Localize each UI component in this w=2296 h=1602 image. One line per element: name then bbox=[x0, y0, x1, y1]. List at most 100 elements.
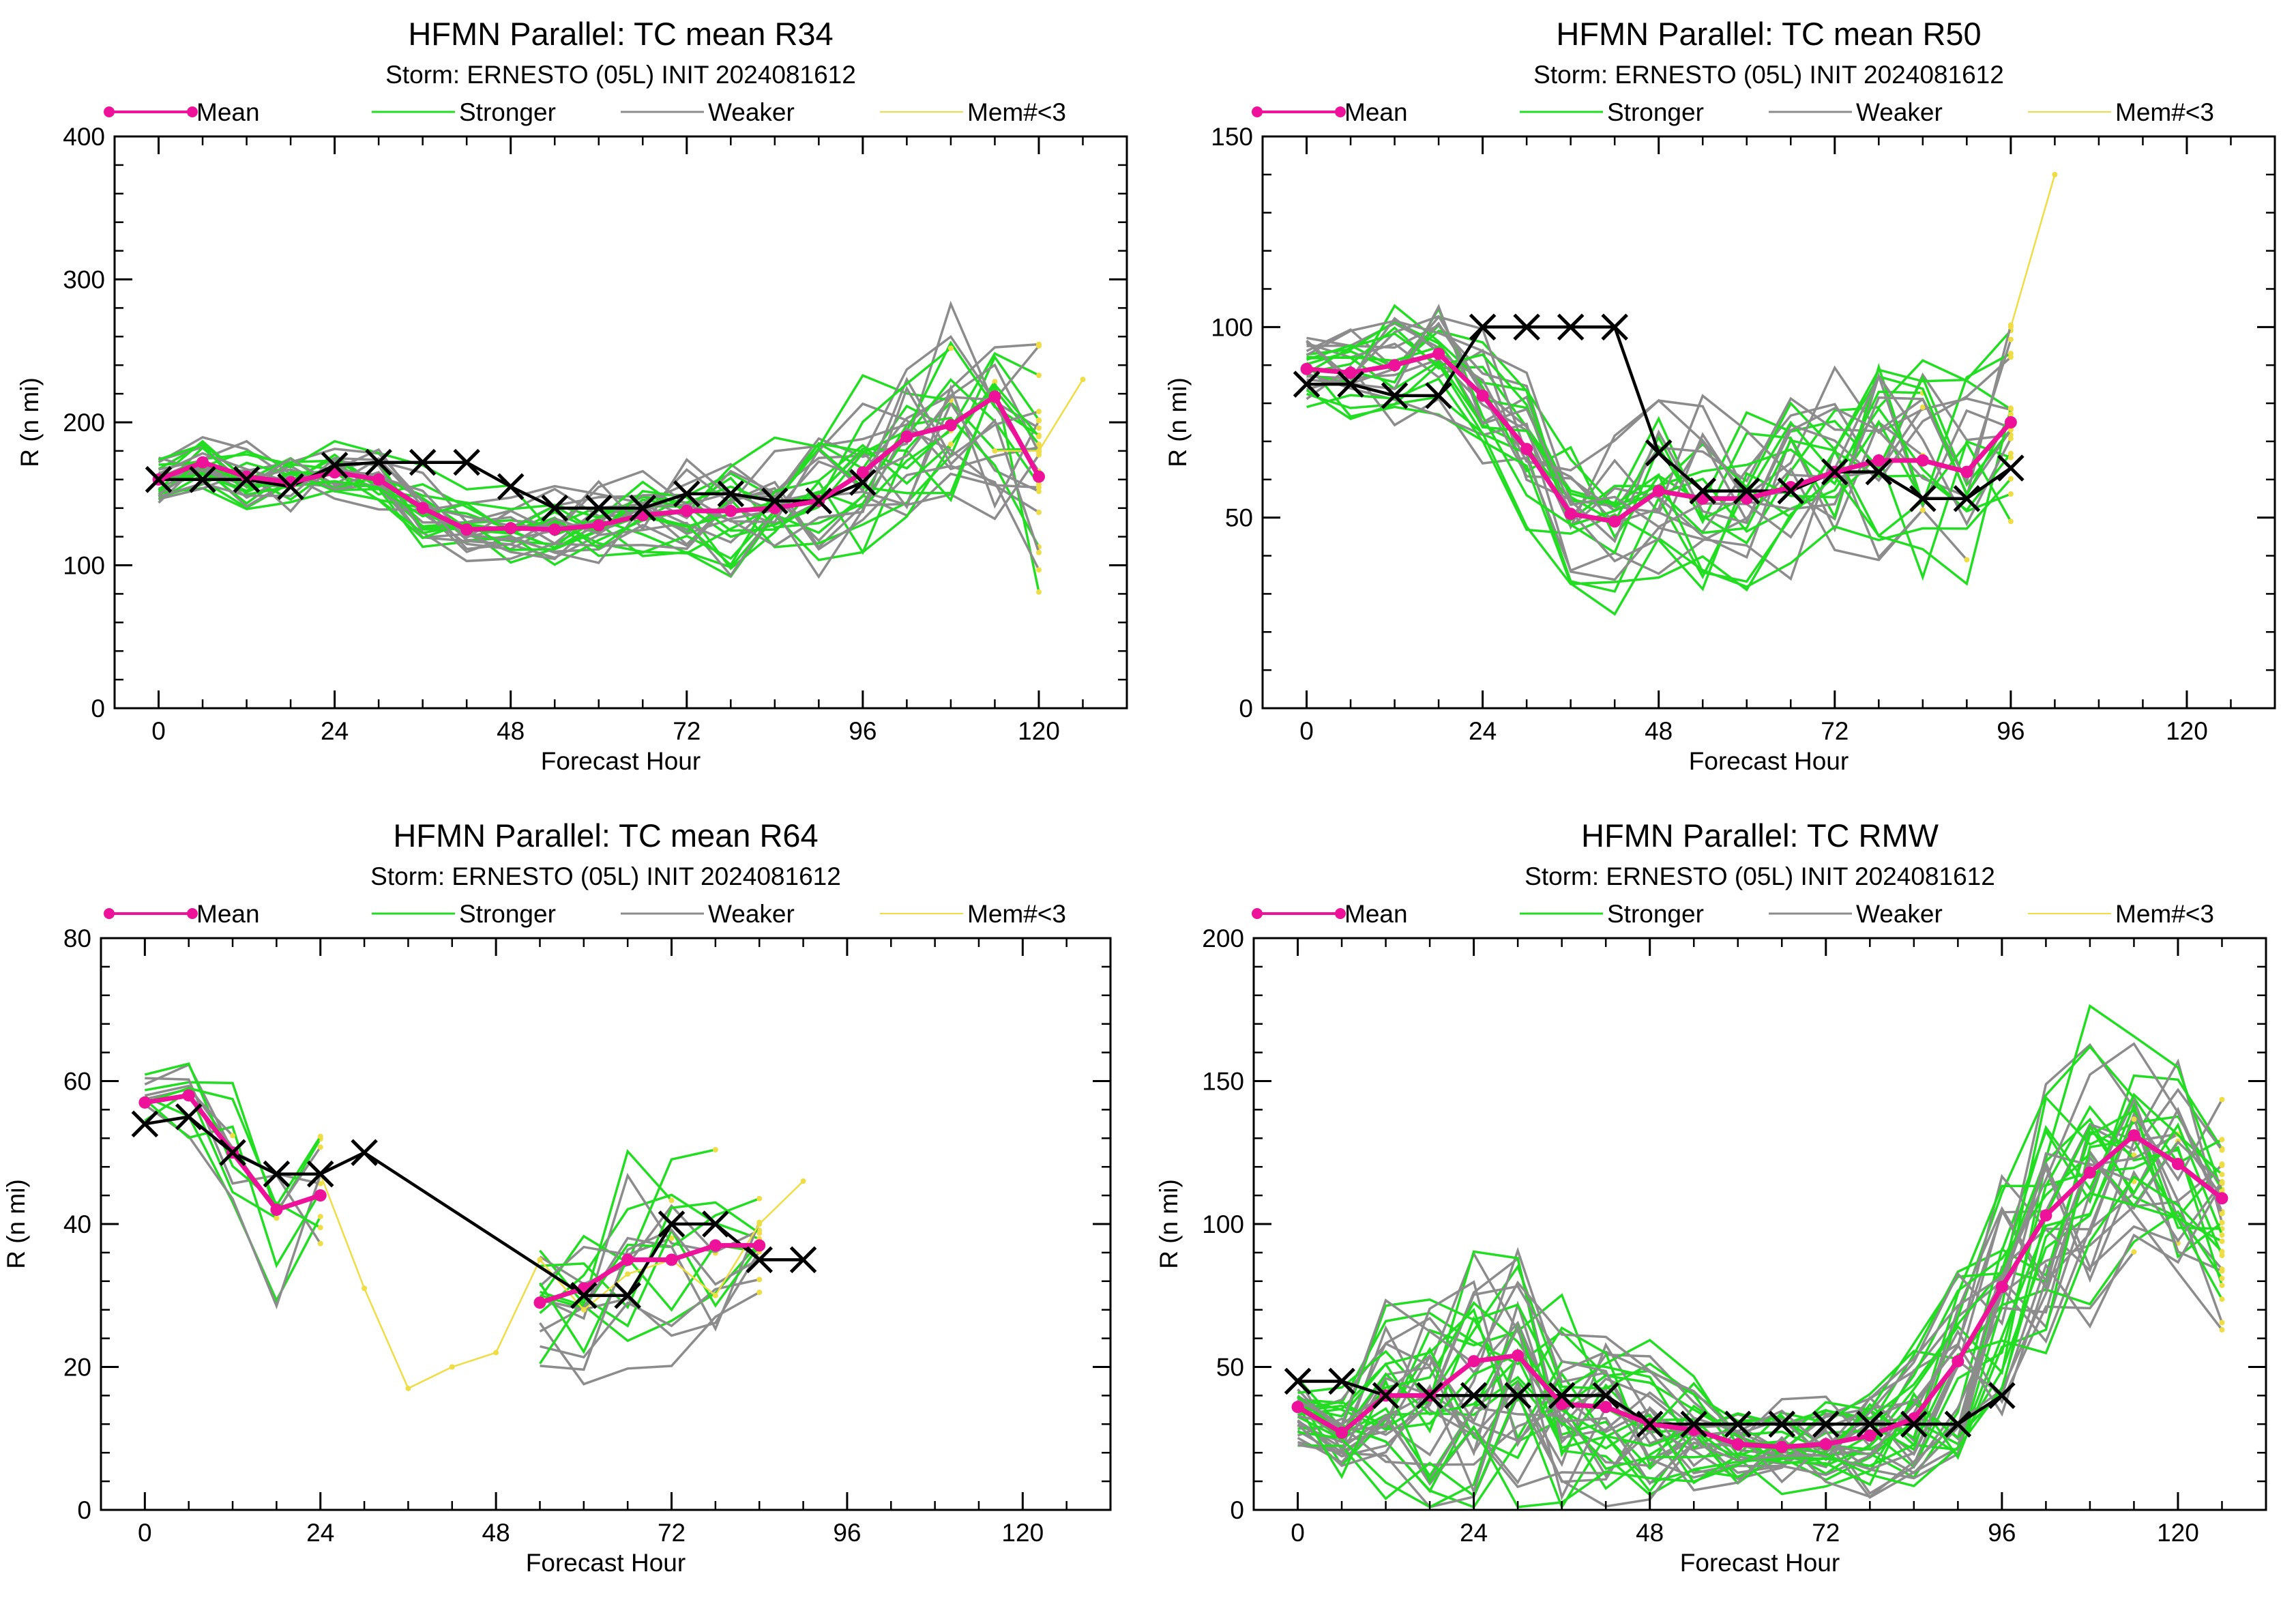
best-track-marker bbox=[541, 494, 568, 522]
legend-item-2: Stronger bbox=[1520, 900, 1704, 928]
x-tick-label: 24 bbox=[1460, 1519, 1488, 1547]
y-tick-label: 200 bbox=[63, 409, 105, 437]
x-tick-label: 48 bbox=[497, 717, 525, 745]
stronger-member-line bbox=[539, 1193, 760, 1314]
weaker-member-line bbox=[1297, 1042, 2224, 1451]
y-tick-label: 50 bbox=[1216, 1354, 1244, 1382]
weaker-member-line bbox=[1297, 1088, 2223, 1468]
best-track-marker bbox=[614, 1281, 641, 1309]
best-track-marker bbox=[263, 1160, 291, 1188]
y-tick-label: 0 bbox=[1230, 1496, 1244, 1524]
best-track-marker bbox=[365, 448, 392, 476]
stronger-member-line bbox=[144, 1098, 322, 1268]
best-track-marker bbox=[1513, 313, 1540, 341]
member-end-point bbox=[2007, 476, 2014, 482]
best-track-marker bbox=[145, 466, 173, 493]
best-track-marker bbox=[1372, 1382, 1400, 1410]
x-tick-label: 96 bbox=[1997, 717, 2025, 745]
member-end-point bbox=[756, 1230, 763, 1236]
mean-point bbox=[1520, 443, 1533, 456]
few-members-point bbox=[625, 1271, 631, 1277]
x-tick-label: 72 bbox=[673, 717, 701, 745]
weaker-member-line bbox=[1306, 358, 1924, 559]
mean-line-late bbox=[539, 1242, 760, 1305]
member-end-point bbox=[2219, 1096, 2225, 1103]
chart-title: HFMN Parallel: TC mean R50 bbox=[1556, 16, 1981, 52]
member-end-point bbox=[2007, 435, 2014, 441]
mean-point bbox=[314, 1189, 327, 1202]
mean-point bbox=[680, 504, 693, 517]
y-tick-label: 0 bbox=[77, 1496, 91, 1524]
member-end-point bbox=[2007, 519, 2014, 525]
member-end-point bbox=[2007, 405, 2014, 411]
x-tick-label: 120 bbox=[1018, 717, 1060, 745]
member-end-point bbox=[317, 1144, 323, 1150]
best-track-marker bbox=[1909, 484, 1937, 512]
stronger-member-line bbox=[1306, 345, 2012, 586]
mean-point bbox=[1952, 1355, 1964, 1368]
mean-point bbox=[533, 1296, 546, 1309]
legend-item-3: Weaker bbox=[1769, 98, 1943, 126]
best-track-marker bbox=[1900, 1410, 1928, 1438]
stronger-member-line bbox=[540, 1197, 760, 1310]
member-end-point bbox=[2219, 1275, 2225, 1281]
weaker-member-line bbox=[1297, 1140, 2223, 1501]
mean-point bbox=[1916, 454, 1929, 467]
legend-item-1: Mean bbox=[1252, 900, 1408, 928]
best-track-marker bbox=[189, 466, 216, 493]
y-axis-label: R (n mi) bbox=[1164, 377, 1192, 467]
member-end-point bbox=[1035, 549, 1042, 555]
legend-label: Stronger bbox=[459, 900, 556, 928]
mean-point bbox=[1652, 484, 1665, 497]
member-end-point bbox=[2219, 1282, 2225, 1288]
mean-point bbox=[196, 456, 209, 469]
best-track-marker bbox=[658, 1210, 686, 1238]
legend-marker bbox=[1252, 106, 1263, 117]
member-end-point bbox=[756, 1277, 763, 1283]
few-members-point bbox=[2007, 324, 2014, 330]
legend-item-2: Stronger bbox=[1520, 98, 1704, 126]
stronger-member-line bbox=[539, 1148, 673, 1307]
y-tick-label: 20 bbox=[63, 1354, 91, 1382]
best-track-marker bbox=[746, 1246, 773, 1274]
plot-area bbox=[131, 1062, 817, 1391]
y-axis-label: R (n mi) bbox=[2, 1179, 30, 1269]
legend-item-2: Stronger bbox=[372, 98, 556, 126]
best-track-marker bbox=[306, 1160, 334, 1188]
legend-marker bbox=[104, 106, 115, 117]
best-track-marker bbox=[849, 469, 877, 496]
mean-point bbox=[1476, 389, 1489, 402]
member-end-point bbox=[2007, 336, 2014, 343]
best-track-marker bbox=[1636, 1410, 1664, 1438]
few-members-point bbox=[992, 448, 998, 454]
few-members-point bbox=[756, 1221, 763, 1227]
plot-area bbox=[1284, 1004, 2228, 1510]
member-end-point bbox=[2131, 1116, 2137, 1122]
few-members-point bbox=[2052, 171, 2058, 177]
few-members-point bbox=[493, 1350, 499, 1356]
member-end-point bbox=[2219, 1137, 2225, 1143]
mean-point bbox=[548, 523, 561, 536]
y-axis-label: R (n mi) bbox=[1155, 1179, 1183, 1269]
x-tick-label: 24 bbox=[306, 1519, 334, 1547]
legend-item-2: Stronger bbox=[372, 900, 556, 928]
member-end-point bbox=[317, 1214, 323, 1220]
x-tick-label: 72 bbox=[658, 1519, 686, 1547]
best-track-marker bbox=[233, 466, 261, 493]
few-members-point bbox=[1035, 448, 1042, 454]
member-end-point bbox=[2007, 491, 2014, 497]
stronger-member-line bbox=[1306, 389, 2012, 592]
best-track-marker bbox=[1504, 1382, 1531, 1410]
member-end-point bbox=[1035, 425, 1042, 431]
x-tick-label: 120 bbox=[2157, 1519, 2199, 1547]
mean-point bbox=[1819, 1438, 1832, 1451]
legend-item-4: Mem#<3 bbox=[880, 900, 1066, 928]
legend-label: Stronger bbox=[1607, 98, 1704, 126]
member-end-point bbox=[317, 1240, 323, 1247]
y-tick-label: 100 bbox=[1202, 1210, 1244, 1238]
mean-point bbox=[240, 470, 253, 483]
mean-point bbox=[1872, 454, 1885, 467]
member-end-point bbox=[2219, 1171, 2225, 1178]
mean-point bbox=[1032, 470, 1045, 483]
legend-marker bbox=[1252, 908, 1263, 919]
